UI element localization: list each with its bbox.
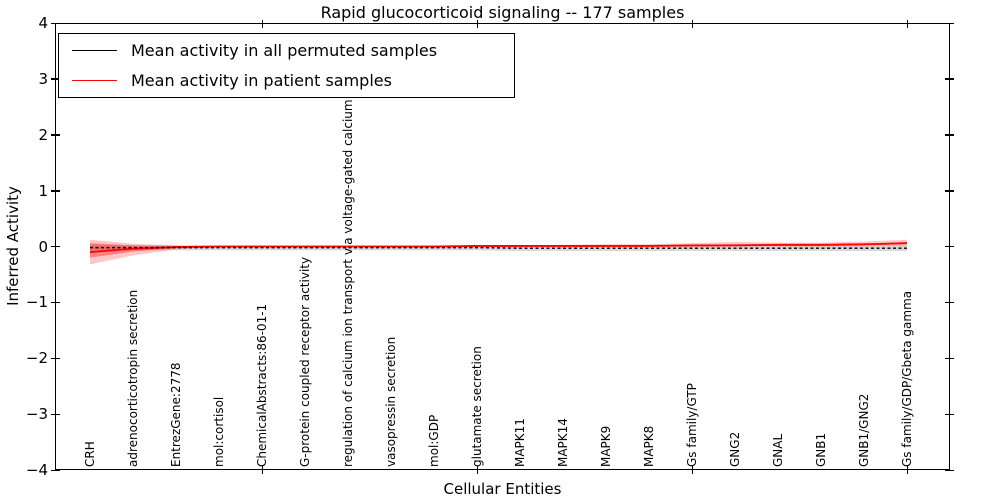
tick-mark — [691, 20, 693, 28]
y-tick-label: −3 — [25, 405, 48, 424]
y-tick-label: 0 — [38, 237, 48, 256]
legend-label-patient: Mean activity in patient samples — [131, 71, 392, 90]
tick-mark — [51, 413, 60, 416]
tick-mark — [945, 413, 954, 416]
y-tick-label: 4 — [38, 14, 48, 32]
x-axis-label: Cellular Entities — [443, 480, 562, 498]
y-tick-label: 1 — [38, 181, 48, 200]
legend-item-patient: Mean activity in patient samples — [72, 68, 514, 94]
patient-line-sample — [72, 80, 117, 81]
legend-box: Mean activity in all permuted samples Me… — [58, 33, 515, 98]
legend-item-permuted: Mean activity in all permuted samples — [72, 38, 514, 64]
tick-mark — [51, 246, 60, 248]
chart-title: Rapid glucocorticoid signaling -- 177 sa… — [320, 3, 685, 22]
y-tick-label: −4 — [25, 461, 48, 479]
y-tick-label: −1 — [25, 293, 48, 312]
y-tick-label: −2 — [25, 349, 48, 368]
legend-label-permuted: Mean activity in all permuted samples — [131, 41, 438, 60]
tick-mark — [51, 301, 60, 304]
tick-mark — [906, 20, 908, 28]
tick-mark — [945, 190, 954, 192]
patient-mean-line — [89, 242, 908, 253]
tick-mark — [945, 134, 954, 136]
y-tick-label: 2 — [38, 125, 48, 144]
tick-mark — [261, 20, 263, 28]
tick-mark — [51, 469, 60, 471]
tick-mark — [945, 301, 954, 304]
tick-mark — [51, 78, 60, 80]
tick-mark — [51, 22, 60, 24]
tick-mark — [945, 78, 954, 80]
tick-mark — [261, 466, 263, 474]
y-tick-label: 3 — [38, 69, 48, 88]
permuted-line-sample — [72, 50, 117, 51]
plot-canvas — [89, 239, 908, 265]
tick-mark — [691, 466, 693, 474]
tick-mark — [51, 190, 60, 192]
tick-mark — [476, 20, 478, 28]
tick-mark — [945, 22, 954, 24]
patient-outer-confidence-band — [90, 239, 907, 265]
tick-mark — [945, 469, 954, 471]
permuted-mean-line — [90, 246, 907, 249]
tick-mark — [51, 357, 60, 360]
tick-mark — [906, 466, 908, 474]
tick-mark — [945, 246, 954, 248]
tick-mark — [945, 357, 954, 360]
tick-mark — [51, 134, 60, 136]
tick-mark — [476, 466, 478, 474]
